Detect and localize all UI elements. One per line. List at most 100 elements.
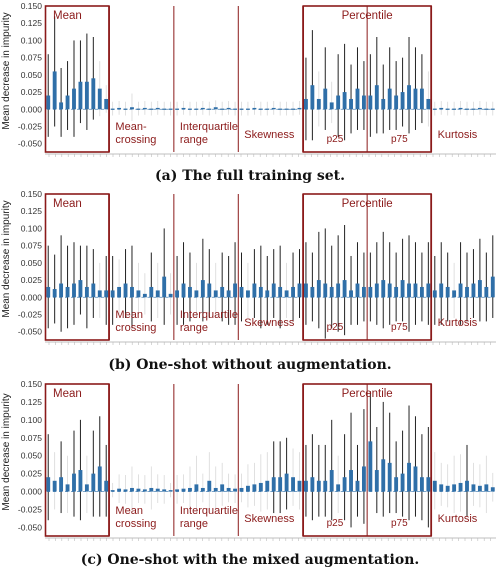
bar [246,485,250,492]
y-axis-label: Mean decrease in impurity [1,200,12,317]
y-tick-label: 0.025 [21,87,43,97]
bar [246,290,250,298]
caption-a: (a) The full training set. [155,168,345,184]
bar [265,290,270,298]
bar [477,107,482,110]
bar [336,283,341,298]
bar [374,470,379,492]
highlight-box [302,193,432,341]
bar [278,108,283,110]
bar [323,88,328,110]
bar [394,286,399,298]
bar [65,484,70,492]
bar [484,484,489,492]
bar [72,473,76,492]
box-label: Percentile [342,10,393,22]
bar [110,490,115,492]
bar [213,487,218,492]
bar [220,108,225,110]
bar [220,286,225,298]
group-label: range [180,518,208,530]
bar [233,488,237,492]
bar [130,487,134,492]
bar [104,98,109,110]
highlight-box [44,5,110,153]
group-label: Kurtosis [438,513,478,525]
y-tick-label: 0.125 [21,206,43,216]
bar [200,487,205,492]
bar [142,489,147,492]
bar [355,283,360,298]
bar [110,290,115,298]
bar [149,487,154,492]
bar [142,107,147,110]
bar [471,484,476,492]
group-label: p75 [391,134,408,145]
bar [400,92,405,110]
bar [233,108,237,110]
bar [91,473,96,492]
chart-panel-a: Mean decrease in impurity 0.150 0.125 0.100… [0,0,500,165]
bar [432,290,437,298]
bar [168,108,173,110]
bar [168,293,173,298]
bar [490,276,495,298]
bar [59,477,64,492]
bar [149,286,154,298]
bar [477,485,482,492]
bar [297,283,302,298]
chart-panel-c: Mean decrease in impurity 0.150 0.125 0.100… [0,378,500,549]
highlight-box [44,383,110,537]
bar [207,480,212,492]
bar [278,477,283,492]
y-tick-label: -0.025 [18,310,42,320]
bar [213,290,218,298]
y-tick-label: -0.050 [18,327,42,337]
bar [329,102,334,110]
bar [84,286,89,298]
bar [78,81,83,110]
bar [46,286,51,298]
bar [65,95,70,110]
group-label: Kurtosis [438,129,478,141]
bar [304,283,308,298]
bar [46,477,51,492]
bar [123,489,128,492]
box-label: Mean [53,10,82,22]
bar [349,98,353,110]
bar [155,488,160,492]
box-label: Mean [53,198,82,210]
bar [265,480,270,492]
y-tick-label: 0.150 [21,189,43,199]
bar [310,85,315,110]
bar [413,466,418,492]
y-tick-label: -0.050 [18,522,42,532]
y-tick-label: 0.050 [21,258,43,268]
bar [155,290,160,298]
bar [117,107,122,110]
bar [374,85,379,110]
bar [136,290,141,298]
bar [297,107,302,110]
y-tick-label: -0.050 [18,139,42,149]
bar [84,81,89,110]
bar [291,286,295,298]
group-label: Interquartile [180,309,238,321]
bar [200,107,205,110]
bar [439,107,444,110]
group-label: range [180,322,208,334]
bar [52,480,57,492]
highlight-box [302,5,432,153]
bar [316,98,321,110]
bar [452,484,457,492]
bar [136,488,141,492]
feature-importance-chart-b: Mean decrease in impurity 0.150 0.125 0.100… [1,189,496,345]
chart-panel-b: Mean decrease in impurity 0.150 0.125 0.100… [0,188,500,353]
y-tick-label: 0.125 [21,397,43,407]
y-tick-label: 0.000 [21,292,43,302]
bar [226,107,231,110]
y-tick-label: 0.075 [21,433,43,443]
group-label: Kurtosis [438,317,478,329]
bar [220,484,225,492]
y-axis-label: Mean decrease in impurity [1,393,12,510]
